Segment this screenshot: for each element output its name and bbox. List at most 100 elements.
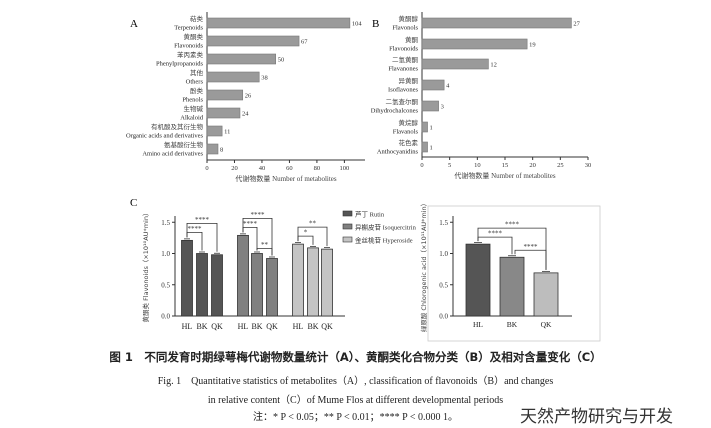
chart-a-bar-value: 104 xyxy=(352,21,363,28)
chart-b-category-en: Isoflavones xyxy=(388,87,418,94)
chart-b-bar-value: 12 xyxy=(490,62,497,69)
chart-a-x-tick-label: 60 xyxy=(286,165,293,172)
chart-a-category-en: Organic acids and derivatives xyxy=(126,133,203,140)
chart-a-x-tick-label: 40 xyxy=(259,165,266,172)
chart-c-legend-label: 芦丁 Rutin xyxy=(355,210,385,219)
chart-c-x-tick-label: HL xyxy=(182,322,193,331)
chart-a-category-zh: 萜类 xyxy=(190,14,204,23)
chart-d-frame xyxy=(427,205,601,342)
chart-a-bar xyxy=(206,143,219,155)
caption-en-line2: in relative content（C）of Mume Flos at di… xyxy=(207,395,504,406)
chart-b-category-en: Flavanols xyxy=(393,129,419,136)
chart-d-y-tick-label: 1.5 xyxy=(439,219,448,227)
chart-a-category-en: Terpenoids xyxy=(174,25,203,32)
chart-c-significance-bracket xyxy=(297,235,314,245)
chart-b-category-zh: 二氢查尔酮 xyxy=(386,97,419,106)
chart-a-category-zh: 酚类 xyxy=(190,86,204,95)
chart-c-x-tick-label: BK xyxy=(307,322,318,331)
chart-a-x-tick-label: 20 xyxy=(231,165,238,172)
chart-d-significance-bracket xyxy=(477,227,547,270)
chart-c-bar xyxy=(196,253,208,317)
chart-c-significance-label: **** xyxy=(251,211,266,219)
chart-b-category-en: Flavonoids xyxy=(389,46,418,53)
chart-a-bar-value: 24 xyxy=(242,111,249,118)
chart-a-bar xyxy=(206,125,223,137)
chart-a-category-zh: 氨基酸衍生物 xyxy=(164,140,204,149)
chart-a-category-en: Alkaloid xyxy=(180,115,203,122)
chart-b-x-tick-label: 25 xyxy=(557,162,564,169)
chart-b-bar-value: 27 xyxy=(573,21,580,28)
chart-b-x-tick-label: 30 xyxy=(585,162,592,169)
chart-a-category-en: Phenols xyxy=(182,97,203,104)
chart-a-x-tick-label: 80 xyxy=(314,165,321,172)
chart-c-significance-label: ** xyxy=(261,241,269,249)
chart-c-significance-label: ** xyxy=(309,220,317,228)
chart-c-bar xyxy=(181,239,193,317)
chart-b-x-tick-label: 10 xyxy=(474,162,481,169)
chart-a-bar xyxy=(206,107,241,119)
caption-en-line1: Fig. 1 Quantitative statistics of metabo… xyxy=(157,376,554,387)
chart-d-significance-label: **** xyxy=(524,243,539,251)
chart-a-bar xyxy=(206,89,244,101)
chart-a-category-zh: 黄酮类 xyxy=(184,32,204,41)
chart-b-category-zh: 黄酮 xyxy=(405,35,419,44)
panel-label-b: B xyxy=(372,18,379,30)
chart-b-x-tick-label: 20 xyxy=(529,162,536,169)
chart-c-x-tick-label: BK xyxy=(251,322,262,331)
chart-c-x-tick-label: BK xyxy=(196,322,207,331)
chart-a-category-zh: 苯丙素类 xyxy=(177,50,204,59)
chart-c-significance-bracket xyxy=(242,217,273,256)
chart-b-category-zh: 花色素 xyxy=(399,138,419,147)
watermark-logo: 天然产物研究与开发 xyxy=(520,407,673,427)
caption-zh: 图 1 不同发育时期绿萼梅代谢物数量统计（A）、黄酮类化合物分类（B）及相对含量… xyxy=(109,350,602,364)
chart-b-bar-value: 19 xyxy=(529,42,536,49)
chart-d-significance-label: **** xyxy=(488,230,503,238)
chart-b-category-en: Flavanones xyxy=(388,66,418,73)
chart-a-category-zh: 有机酸及其衍生物 xyxy=(151,122,204,131)
chart-b-category-zh: 二氢黄酮 xyxy=(392,55,419,64)
chart-b-bar xyxy=(421,17,572,29)
panel-label-a: A xyxy=(130,18,138,30)
chart-a-bar-value: 50 xyxy=(278,57,285,64)
chart-c-x-tick-label: HL xyxy=(293,322,304,331)
chart-c-legend-label: 异槲皮苷 Isoquercitrin xyxy=(355,223,417,232)
chart-c-bar xyxy=(321,248,333,317)
chart-b-bar xyxy=(421,79,445,91)
chart-c-bar xyxy=(292,243,304,317)
chart-c-bar xyxy=(266,258,278,317)
chart-c-x-tick-label: QK xyxy=(211,322,223,331)
chart-a-category-en: Others xyxy=(186,79,204,86)
chart-b-category-zh: 异黄酮 xyxy=(399,76,419,85)
chart-b-category-en: Flavonols xyxy=(392,25,418,32)
chart-a-x-axis-title: 代谢物数量 Number of metabolites xyxy=(235,174,337,183)
chart-a-bar-value: 8 xyxy=(220,147,223,154)
panel-label-c: C xyxy=(130,197,137,209)
chart-a-category-zh: 其他 xyxy=(190,68,204,77)
chart-d-significance-label: **** xyxy=(505,221,520,229)
chart-b-bar-value: 1 xyxy=(430,145,433,152)
chart-c-legend-swatch xyxy=(342,223,353,230)
chart-b-bar xyxy=(421,58,489,70)
chart-c-legend-label: 金丝桃苷 Hyperoside xyxy=(355,236,413,245)
chart-a-x-tick-label: 0 xyxy=(205,165,208,172)
chart-a-bar-value: 11 xyxy=(224,129,230,136)
chart-a-category-en: Amino acid derivatives xyxy=(142,151,203,158)
chart-d-y-axis-title: 绿原酸 Chlorogenic acid（×10¹¹AU*min） xyxy=(419,200,428,332)
chart-b-bar xyxy=(421,121,428,133)
chart-c-significance-label: * xyxy=(304,229,308,237)
chart-a-bar xyxy=(206,71,260,83)
chart-c-y-axis-title: 黄酮类 Flavonoids（×10¹⁰AU*min） xyxy=(141,210,150,323)
chart-b-x-axis-title: 代谢物数量 Number of metabolites xyxy=(454,171,556,180)
chart-a-category-en: Phenylpropanoids xyxy=(156,61,203,68)
chart-c-x-tick-label: HL xyxy=(238,322,249,331)
chart-d-y-tick-label: 1.0 xyxy=(439,250,448,258)
chart-b-x-tick-label: 15 xyxy=(502,162,509,169)
chart-b-category-zh: 黄烷醇 xyxy=(399,118,419,127)
chart-a-bar xyxy=(206,35,300,47)
chart-b-bar-value: 1 xyxy=(430,125,433,132)
chart-c-significance-bracket xyxy=(186,222,218,252)
chart-b-bar xyxy=(421,141,428,153)
chart-b-bar xyxy=(421,38,528,50)
chart-c-significance-label: **** xyxy=(195,216,210,224)
chart-a-category-zh: 生物碱 xyxy=(184,104,204,113)
